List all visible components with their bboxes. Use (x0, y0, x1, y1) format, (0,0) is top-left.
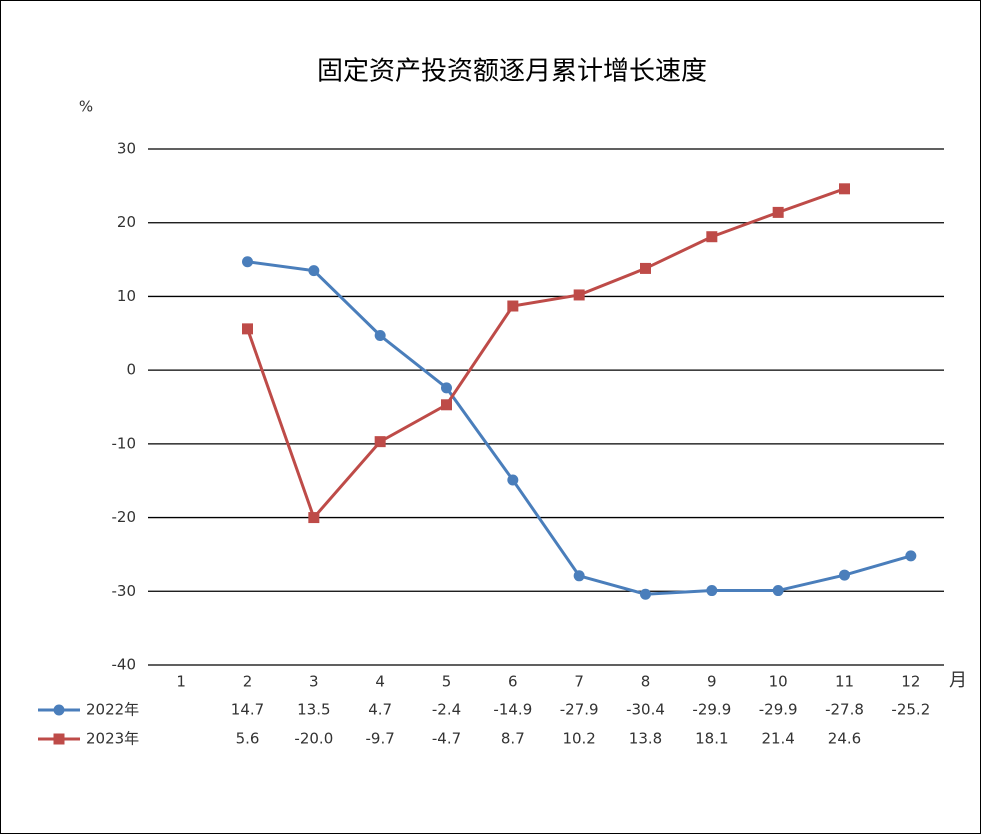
table-value: 8.7 (501, 730, 525, 748)
y-tick-label: -20 (112, 508, 137, 526)
legend-label: 2023年 (86, 730, 139, 748)
marker (640, 262, 651, 274)
marker (441, 382, 452, 394)
table-value: -29.9 (692, 701, 731, 719)
x-tick-label: 11 (835, 673, 854, 691)
series-line (246, 187, 846, 521)
x-tick-label: 9 (707, 673, 717, 691)
marker (640, 588, 651, 600)
table-value: -2.4 (432, 701, 461, 719)
marker (573, 289, 585, 301)
table-value: -4.7 (432, 730, 461, 748)
y-tick-label: 10 (117, 287, 136, 305)
table-value: 13.5 (297, 701, 330, 719)
marker (839, 183, 850, 195)
y-tick-label: 30 (117, 140, 136, 158)
legend-label: 2022年 (86, 701, 139, 719)
marker (242, 323, 253, 335)
marker (441, 399, 452, 411)
legend-marker (53, 733, 65, 745)
marker (507, 300, 519, 312)
marker (308, 512, 320, 524)
table-value: -30.4 (626, 701, 665, 719)
x-axis-label: 月 (949, 670, 967, 691)
marker (772, 206, 784, 218)
table-value: 13.8 (629, 730, 662, 748)
table-value: -29.9 (759, 701, 798, 719)
table-value: -9.7 (366, 730, 395, 748)
y-tick-label: -10 (112, 434, 137, 452)
marker (905, 550, 917, 562)
table-value: -27.8 (825, 701, 864, 719)
x-tick-label: 10 (769, 673, 788, 691)
x-tick-label: 7 (574, 673, 584, 691)
table-value: -14.9 (493, 701, 532, 719)
y-tick-label: 20 (117, 213, 136, 231)
marker (573, 570, 585, 582)
table-value: 18.1 (695, 730, 728, 748)
y-tick-label: -30 (112, 582, 137, 600)
y-tick-label: -40 (112, 656, 137, 674)
table-value: -25.2 (891, 701, 930, 719)
x-tick-label: 1 (176, 673, 186, 691)
table-value: -20.0 (294, 730, 333, 748)
marker (374, 329, 386, 341)
x-tick-label: 2 (243, 673, 253, 691)
x-tick-label: 4 (375, 673, 385, 691)
table-value: 4.7 (368, 701, 392, 719)
legend-marker (53, 704, 65, 716)
marker (706, 585, 718, 597)
y-axis-label: % (79, 98, 93, 116)
marker (706, 231, 718, 243)
x-tick-label: 8 (641, 673, 651, 691)
table-value: 10.2 (562, 730, 595, 748)
x-tick-label: 6 (508, 673, 518, 691)
table-value: 24.6 (828, 730, 861, 748)
x-tick-label: 12 (901, 673, 920, 691)
table-value: 14.7 (231, 701, 264, 719)
marker (374, 436, 386, 448)
x-tick-label: 3 (309, 673, 319, 691)
marker (772, 585, 784, 597)
marker (308, 265, 320, 277)
table-value: 21.4 (761, 730, 794, 748)
marker (507, 474, 519, 486)
marker (242, 256, 253, 268)
marker (839, 569, 850, 581)
y-tick-label: 0 (126, 361, 136, 379)
table-value: -27.9 (560, 701, 599, 719)
x-tick-label: 5 (442, 673, 452, 691)
table-value: 5.6 (236, 730, 260, 748)
chart-title: 固定资产投资额逐月累计增长速度 (317, 57, 707, 87)
